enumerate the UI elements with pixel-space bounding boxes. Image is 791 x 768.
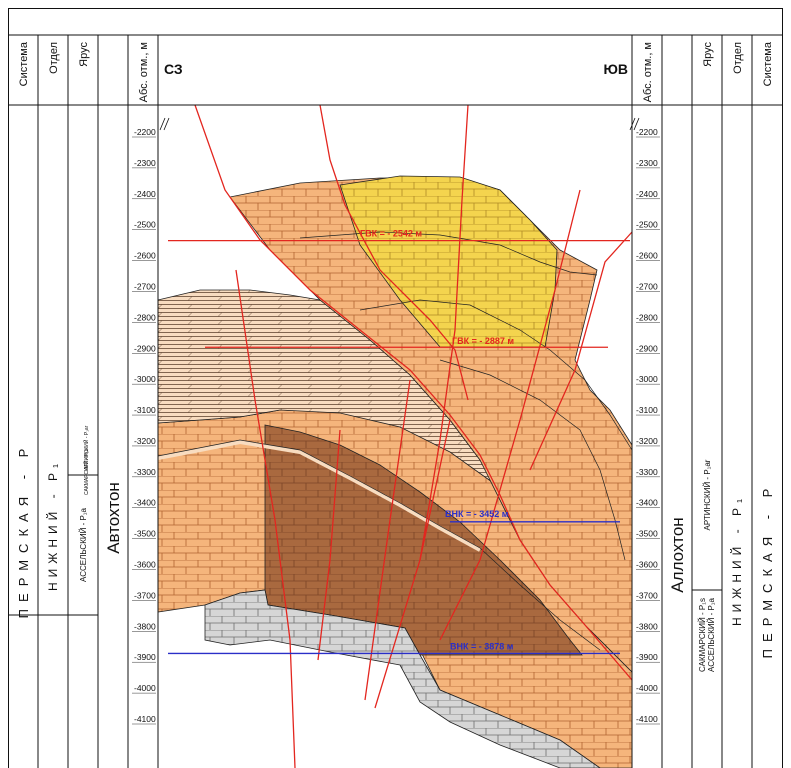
header-label: Абс. отм., м — [642, 42, 654, 102]
direction-label: ЮВ — [603, 61, 628, 77]
depth-label: -4000 — [636, 683, 658, 693]
depth-label: -2800 — [636, 312, 658, 322]
depth-label: -3100 — [134, 405, 156, 415]
stage-label: АРТИНСКИЙ - P₁ar — [703, 459, 712, 530]
depth-label: -3000 — [636, 374, 658, 384]
header-label: Абс. отм., м — [138, 42, 150, 102]
contact-label: ВНК = - 3878 м — [450, 641, 514, 651]
depth-label: -3400 — [134, 498, 156, 508]
direction-label: СЗ — [164, 61, 183, 77]
header-label: Ярус — [78, 42, 90, 67]
unit-label: Автохтон — [104, 482, 123, 554]
depth-label: -2800 — [134, 312, 156, 322]
depth-label: -2400 — [134, 189, 156, 199]
header-label: Система — [18, 41, 30, 86]
depth-label: -3700 — [134, 590, 156, 600]
layer-boundary — [157, 439, 601, 651]
stage-label: САКМАРСКИЙ - P₁s — [698, 598, 707, 672]
fault — [317, 429, 341, 661]
depth-label: -3900 — [134, 652, 156, 662]
depth-label: -3800 — [134, 621, 156, 631]
contact-label: ВНК = - 3452 м — [445, 509, 509, 519]
depth-label: -2300 — [636, 158, 658, 168]
depth-label: -3300 — [636, 467, 658, 477]
depth-label: -2600 — [636, 251, 658, 261]
contact-label: ГВК = - 2542 м — [360, 229, 422, 239]
depth-label: -2600 — [134, 251, 156, 261]
depth-label: -3000 — [134, 374, 156, 384]
system-label: ПЕРМСКАЯ - P — [16, 442, 31, 619]
fault — [419, 104, 469, 561]
stage-label: АССЕЛЬСКИЙ - P₁a — [79, 507, 88, 581]
thin-layer — [157, 439, 481, 552]
fault — [439, 189, 581, 641]
header-label: Отдел — [48, 42, 60, 74]
depth-label: -3500 — [134, 529, 156, 539]
contact-label: ГВК = - 2887 м — [452, 336, 514, 346]
header-label: Система — [762, 41, 774, 86]
column-lines — [8, 34, 783, 768]
depth-label: -2700 — [636, 281, 658, 291]
series-label: НИЖНИЙ - P₁ — [45, 459, 60, 591]
fault — [194, 104, 633, 681]
unit-label: Аллохтон — [668, 517, 687, 592]
series-label: НИЖНИЙ - P₁ — [729, 494, 744, 626]
depth-label: -2400 — [636, 189, 658, 199]
gas-zone — [339, 175, 558, 348]
depth-label: -3100 — [636, 405, 658, 415]
layer-boundary — [439, 359, 626, 561]
fault — [529, 231, 633, 471]
depth-label: -3800 — [636, 621, 658, 631]
depth-label: -3300 — [134, 467, 156, 477]
outer-border — [8, 8, 783, 768]
faults — [194, 104, 633, 768]
depth-label: -3600 — [134, 560, 156, 570]
depth-label: -2200 — [636, 127, 658, 137]
layer-boundary — [299, 231, 598, 276]
system-label: ПЕРМСКАЯ - P — [760, 482, 775, 659]
fault — [235, 269, 296, 768]
layer-boundary — [359, 299, 633, 451]
depth-label: -3600 — [636, 560, 658, 570]
fault — [374, 419, 451, 709]
depth-label: -4000 — [134, 683, 156, 693]
depth-label: -2900 — [134, 343, 156, 353]
depth-label: -3700 — [636, 590, 658, 600]
stage-label: АРТИНСКИЙ - P₁ar — [82, 425, 90, 470]
strata — [157, 175, 633, 768]
depth-label: -3200 — [636, 436, 658, 446]
depth-label: -3400 — [636, 498, 658, 508]
stage-label: АССЕЛЬСКИЙ - P₁a — [707, 597, 716, 671]
depth-label: -3900 — [636, 652, 658, 662]
depth-label: -4100 — [134, 714, 156, 724]
break-mark — [159, 117, 640, 131]
frame — [8, 8, 783, 768]
depth-label: -2500 — [636, 220, 658, 230]
fault — [364, 379, 411, 701]
header-label: Ярус — [702, 42, 714, 67]
header-label: Отдел — [732, 42, 744, 74]
depth-label: -2200 — [134, 127, 156, 137]
depth-label: -2500 — [134, 220, 156, 230]
depth-label: -3200 — [134, 436, 156, 446]
depth-label: -2900 — [636, 343, 658, 353]
depth-label: -2300 — [134, 158, 156, 168]
depth-label: -3500 — [636, 529, 658, 539]
depth-label: -4100 — [636, 714, 658, 724]
fault — [319, 104, 469, 401]
stage-label: САКМАРСКИЙ - P₁s — [82, 448, 90, 495]
depth-label: -2700 — [134, 281, 156, 291]
